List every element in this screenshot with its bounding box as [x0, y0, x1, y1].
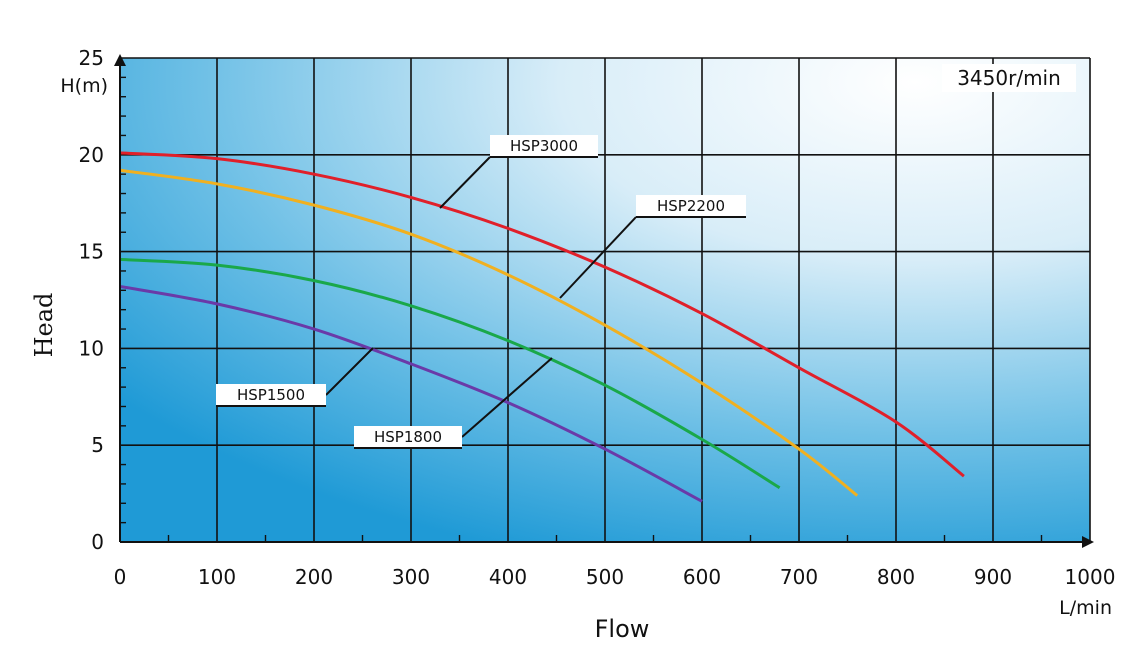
series-line-hsp1800 [119, 257, 781, 490]
x-tick-label: 600 [683, 565, 721, 589]
x-axis-arrow [1082, 536, 1094, 548]
series-label-hsp1800: HSP1800 [374, 428, 442, 446]
y-tick-label: 15 [79, 240, 104, 264]
x-axis-title: Flow [595, 615, 650, 643]
y-unit-label: H(m) [60, 75, 108, 97]
series-label-hsp3000: HSP3000 [510, 137, 578, 155]
x-tick-label: 300 [392, 565, 430, 589]
speed-label-box [942, 64, 1076, 92]
series-label-box [216, 384, 326, 406]
leader-line [439, 156, 491, 209]
series-label-box [354, 426, 462, 448]
annotation-layer: HSP3000 HSP2200 HSP1500 HSP1800 [216, 135, 746, 449]
y-tick-label: 10 [79, 336, 104, 360]
leader-line [461, 357, 553, 438]
x-tick-label: 400 [489, 565, 527, 589]
series-line-hsp3000 [119, 151, 965, 478]
y-axis-title: Head [30, 293, 58, 358]
series-layer [119, 151, 965, 503]
series-line-hsp2200 [119, 168, 859, 497]
minor-ticks [120, 76, 1043, 542]
x-tick-label: 100 [198, 565, 236, 589]
y-axis-arrow [114, 54, 126, 66]
x-unit-label: L/min [1059, 597, 1112, 619]
y-tick-label: 25 [79, 46, 104, 70]
x-tick-label: 200 [295, 565, 333, 589]
series-label-box [636, 195, 746, 217]
speed-label: 3450r/min [957, 66, 1061, 90]
x-tick-label: 700 [780, 565, 818, 589]
x-tick-label: 1000 [1065, 565, 1116, 589]
series-label-hsp2200: HSP2200 [657, 197, 725, 215]
series-label-hsp1500: HSP1500 [237, 386, 305, 404]
series-line-hsp1500 [119, 284, 703, 503]
x-tick-labels: 0 100 200 300 400 500 600 700 800 900 1000 [114, 565, 1116, 589]
x-tick-label: 0 [114, 565, 127, 589]
leader-line [325, 347, 374, 396]
x-tick-label: 500 [586, 565, 624, 589]
x-tick-label: 800 [877, 565, 915, 589]
y-tick-label: 20 [79, 143, 104, 167]
y-tick-labels: 0 5 10 15 20 25 [79, 46, 104, 554]
y-tick-label: 5 [91, 433, 104, 457]
y-tick-label: 0 [91, 530, 104, 554]
leader-line [559, 216, 637, 299]
x-tick-label: 900 [974, 565, 1012, 589]
series-label-box [490, 135, 598, 157]
